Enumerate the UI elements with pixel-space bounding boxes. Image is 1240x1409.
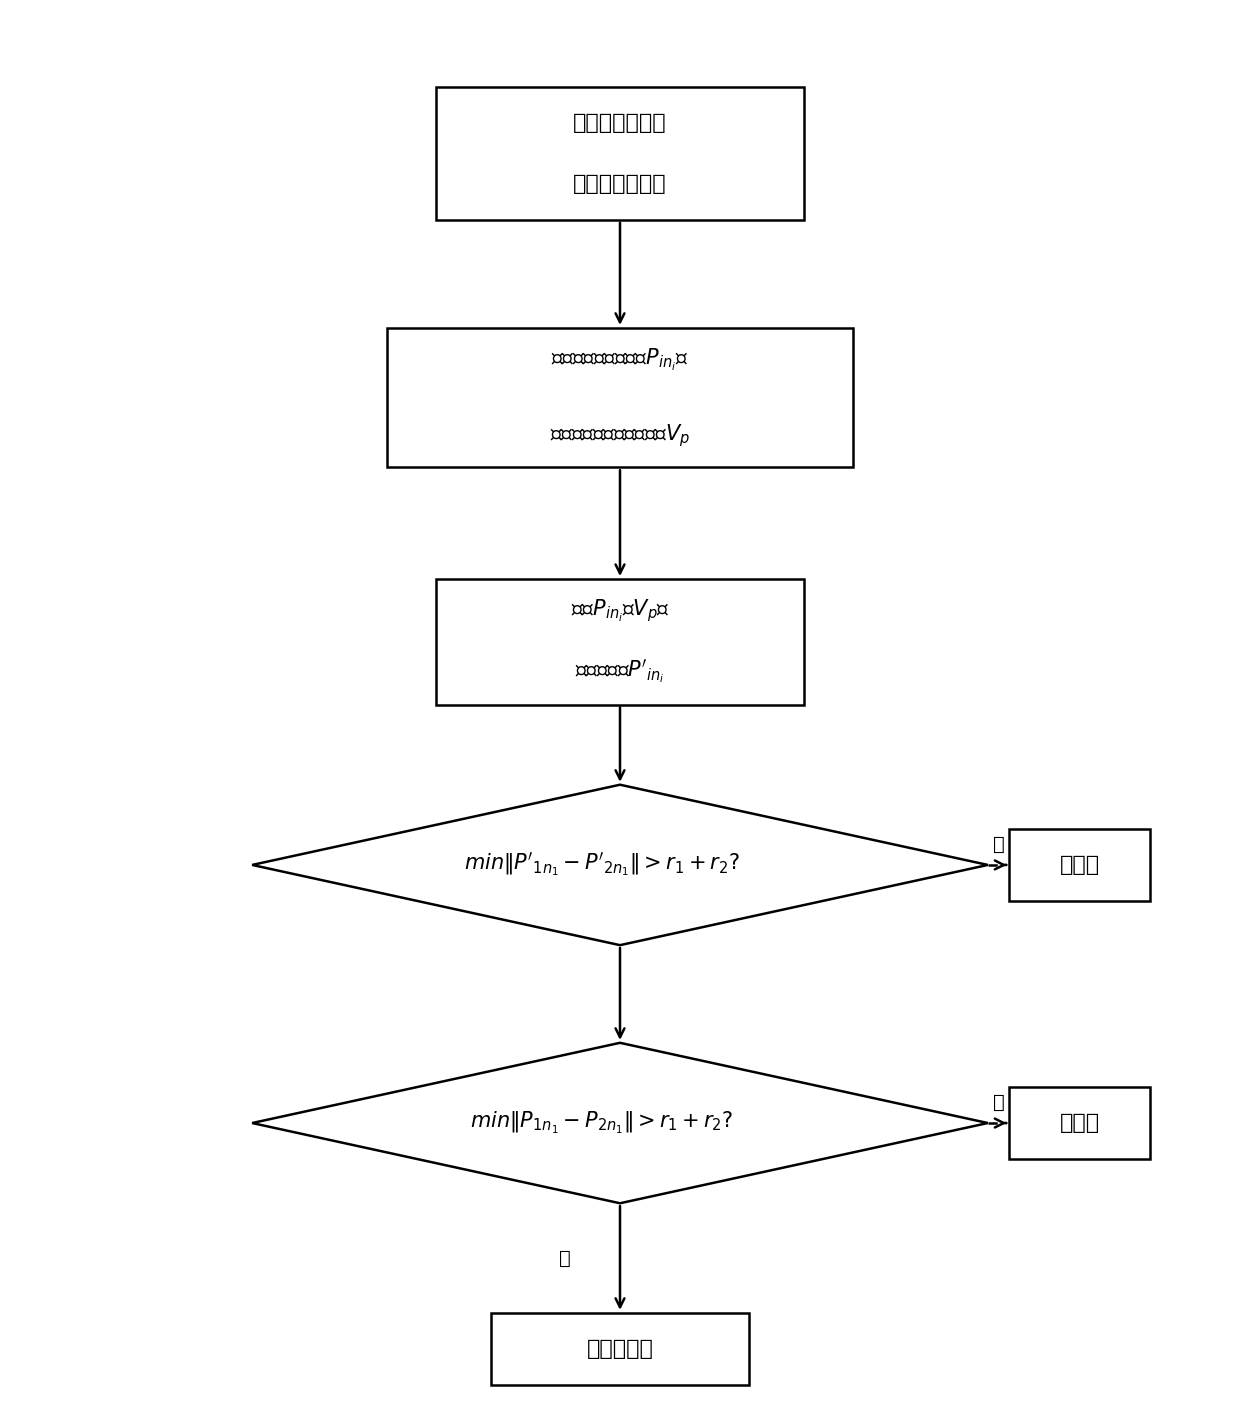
Text: $\mathit{min}\|\mathbf{\mathit{P}}_{1n_1} - \mathbf{\mathit{P}}_{2n_1}\| > r_1 +: $\mathit{min}\|\mathbf{\mathit{P}}_{1n_1… — [470, 1110, 733, 1136]
Polygon shape — [252, 785, 988, 945]
Bar — [1009, 1086, 1151, 1160]
Text: 求解关键点空间坐标$\mathbf{\mathit{P}}_{\mathbf{\mathit{in_i}}}$以: 求解关键点空间坐标$\mathbf{\mathit{P}}_{\mathbf{\… — [552, 347, 688, 373]
Text: 平面投影点$\mathbf{\mathit{P'}}_{\mathbf{\mathit{in_i}}}$: 平面投影点$\mathbf{\mathit{P'}}_{\mathbf{\mat… — [575, 658, 665, 686]
Bar — [436, 87, 804, 220]
Polygon shape — [252, 1043, 988, 1203]
Text: 及关节末端速度方向向量$\mathbf{\mathit{V_p}}$: 及关节末端速度方向向量$\mathbf{\mathit{V_p}}$ — [549, 421, 691, 448]
Bar — [387, 328, 853, 468]
Text: 否: 否 — [559, 1248, 570, 1268]
Text: 是: 是 — [993, 1092, 1004, 1112]
Bar — [1009, 828, 1151, 902]
Text: 求解$\mathbf{\mathit{P}}_{\mathbf{\mathit{in_i}}}$在$\mathbf{\mathit{V_p}}$法: 求解$\mathbf{\mathit{P}}_{\mathbf{\mathit{… — [570, 597, 670, 624]
Text: $\mathit{min}\|\mathbf{\mathit{P'}}_{1n_1} - \mathbf{\mathit{P'}}_{2n_1}\| > r_1: $\mathit{min}\|\mathbf{\mathit{P'}}_{1n_… — [464, 851, 739, 879]
Text: 是: 是 — [993, 834, 1004, 854]
Text: 轴线选取关键点: 轴线选取关键点 — [573, 175, 667, 194]
Bar — [436, 579, 804, 704]
Text: 无碰撞: 无碰撞 — [1060, 1113, 1100, 1133]
Bar — [491, 1313, 749, 1385]
Text: 关节标准化并在: 关节标准化并在 — [573, 113, 667, 132]
Text: 有碰撞风险: 有碰撞风险 — [587, 1339, 653, 1360]
Text: 无碰撞: 无碰撞 — [1060, 855, 1100, 875]
